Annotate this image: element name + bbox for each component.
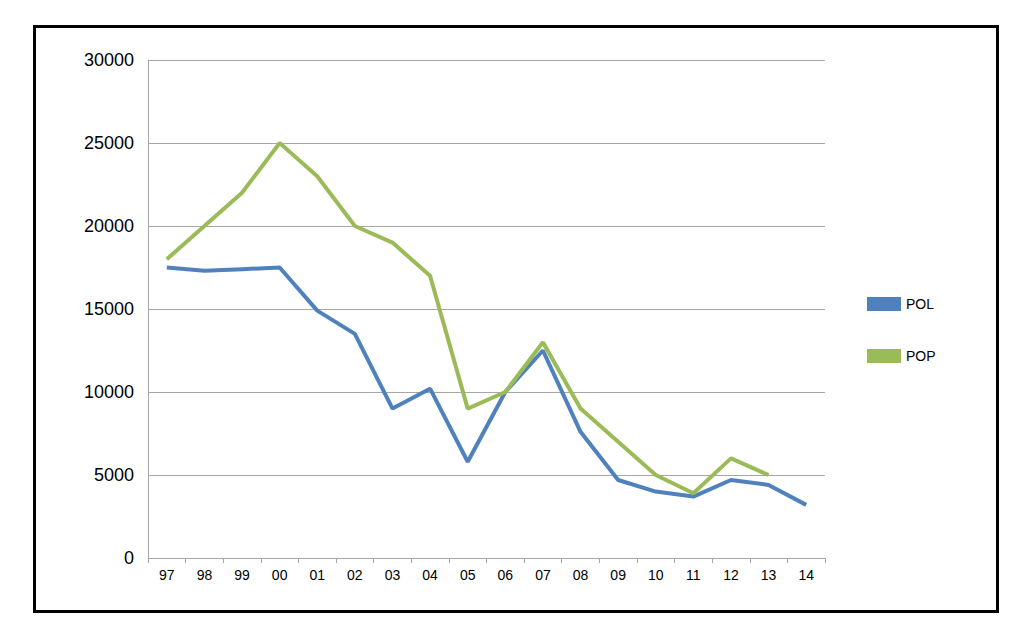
svg-text:POP: POP: [906, 348, 936, 364]
svg-text:98: 98: [197, 567, 213, 583]
svg-text:08: 08: [573, 567, 589, 583]
svg-text:20000: 20000: [84, 216, 134, 236]
svg-text:12: 12: [723, 567, 739, 583]
svg-text:25000: 25000: [84, 133, 134, 153]
svg-text:11: 11: [686, 567, 701, 583]
svg-text:07: 07: [535, 567, 551, 583]
svg-text:14: 14: [798, 567, 814, 583]
svg-text:05: 05: [460, 567, 476, 583]
svg-text:10: 10: [648, 567, 664, 583]
svg-text:06: 06: [498, 567, 514, 583]
svg-text:POL: POL: [906, 296, 934, 312]
svg-text:01: 01: [309, 567, 325, 583]
svg-text:5000: 5000: [94, 465, 134, 485]
svg-text:15000: 15000: [84, 299, 134, 319]
svg-text:03: 03: [385, 567, 401, 583]
svg-text:30000: 30000: [84, 50, 134, 70]
svg-text:13: 13: [761, 567, 777, 583]
svg-text:0: 0: [124, 548, 134, 568]
svg-text:00: 00: [272, 567, 288, 583]
svg-text:09: 09: [610, 567, 626, 583]
svg-text:04: 04: [422, 567, 438, 583]
svg-text:99: 99: [234, 567, 250, 583]
svg-text:10000: 10000: [84, 382, 134, 402]
svg-text:02: 02: [347, 567, 363, 583]
svg-text:97: 97: [159, 567, 175, 583]
